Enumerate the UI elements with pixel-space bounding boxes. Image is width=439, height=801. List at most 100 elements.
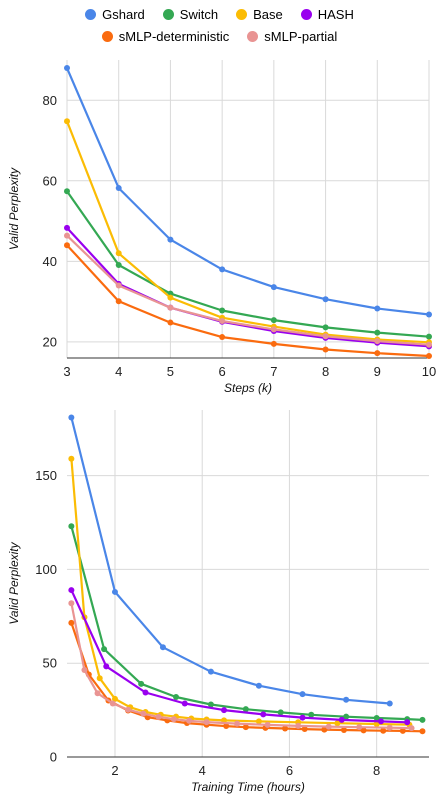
data-point-smlp-partial: [386, 724, 393, 731]
data-point-hash: [260, 711, 267, 718]
series-smlp-deterministic: [64, 242, 432, 359]
data-point-smlp-partial: [356, 724, 363, 731]
legend-dot-smlp-deterministic: [101, 30, 113, 42]
data-point-smlp-partial: [264, 721, 271, 728]
data-point-smlp-partial: [125, 706, 132, 713]
y-tick-label: 0: [50, 750, 57, 765]
data-point-base: [255, 718, 262, 725]
steps-perplexity-chart: 20 40 60 80 3 4 5 6 7 8 9 10 Steps (k) Valid Perplexi…: [7, 60, 436, 395]
data-point-smlp-partial: [170, 716, 177, 723]
legend: Gshard Switch Base HASH sMLP-determinist…: [0, 0, 439, 52]
data-point-switch: [138, 680, 145, 687]
data-point-smlp-deterministic: [223, 723, 230, 730]
legend-item-smlp-partial: sMLP-partial: [247, 29, 337, 44]
data-point-smlp-deterministic: [419, 728, 426, 735]
data-point-gshard: [111, 588, 118, 595]
legend-label-hash: HASH: [317, 6, 354, 22]
data-point-gshard: [343, 696, 350, 703]
data-point-smlp-partial: [234, 720, 241, 727]
data-point-switch: [373, 714, 380, 721]
series-line-base: [70, 458, 410, 726]
data-point-switch: [68, 523, 75, 530]
data-point-smlp-partial: [155, 713, 162, 720]
x-tick-label: 7: [270, 364, 277, 379]
legend-row-2: sMLP-deterministic sMLP-partial: [0, 25, 439, 47]
data-point-smlp-partial: [167, 304, 174, 311]
data-point-smlp-partial: [64, 232, 70, 239]
series-base: [68, 455, 413, 728]
legend-dot-gshard: [85, 8, 97, 20]
data-point-hash: [142, 689, 149, 696]
data-point-smlp-deterministic: [301, 726, 308, 733]
data-point-smlp-deterministic: [360, 727, 367, 734]
data-point-smlp-deterministic: [219, 334, 226, 341]
legend-label-switch: Switch: [179, 6, 219, 22]
data-point-smlp-deterministic: [340, 726, 347, 733]
legend-item-hash: HASH: [300, 6, 354, 22]
data-point-hash: [378, 718, 385, 725]
legend-item-gshard: Gshard: [85, 7, 145, 22]
x-tick-label: 6: [286, 763, 293, 778]
legend-dot-hash: [300, 8, 312, 20]
legend-label-gshard: Gshard: [102, 6, 145, 22]
series-line-switch: [70, 526, 423, 721]
data-point-base: [167, 294, 174, 301]
x-tick-label: 8: [373, 763, 380, 778]
data-point-smlp-partial: [270, 326, 277, 333]
series-line-gshard: [70, 417, 390, 705]
data-point-smlp-partial: [115, 282, 122, 289]
data-point-switch: [242, 706, 249, 713]
data-point-smlp-partial: [426, 341, 432, 348]
data-point-switch: [322, 324, 329, 331]
legend-label-base: Base: [253, 6, 283, 22]
data-point-switch: [270, 317, 277, 324]
data-point-smlp-deterministic: [167, 319, 174, 326]
data-point-switch: [419, 716, 426, 723]
series-line-hash: [70, 589, 408, 724]
data-point-switch: [101, 646, 108, 653]
data-point-smlp-deterministic: [68, 619, 75, 626]
data-point-smlp-deterministic: [115, 298, 122, 305]
data-point-hash: [221, 707, 228, 714]
data-point-switch: [115, 261, 122, 268]
y-tick-label: 50: [43, 656, 57, 671]
data-point-base: [111, 695, 118, 702]
data-point-gshard: [299, 691, 306, 698]
data-point-switch: [343, 713, 350, 720]
data-point-smlp-partial: [186, 717, 193, 724]
x-tick-label: 5: [167, 364, 174, 379]
data-point-smlp-partial: [322, 333, 329, 340]
data-point-hash: [338, 716, 345, 723]
legend-label-smlp-partial: sMLP-partial: [264, 28, 338, 44]
series-smlp-partial: [68, 600, 415, 732]
data-point-gshard: [386, 700, 393, 707]
data-point-switch: [64, 188, 70, 195]
data-point-smlp-partial: [68, 600, 75, 607]
y-tick-label: 40: [43, 254, 57, 269]
y-tick-label: 20: [43, 334, 57, 349]
legend-item-switch: Switch: [162, 6, 219, 22]
data-point-smlp-partial: [374, 338, 381, 345]
data-point-switch: [173, 693, 180, 700]
data-point-base: [115, 250, 122, 257]
data-point-smlp-partial: [94, 690, 101, 697]
data-point-base: [373, 720, 380, 727]
data-point-switch: [219, 307, 226, 314]
data-point-smlp-partial: [140, 710, 147, 717]
x-tick-label: 9: [374, 364, 381, 379]
series-line-base: [65, 120, 430, 344]
x-tick-label: 2: [111, 763, 118, 778]
data-point-base: [68, 455, 75, 462]
data-point-smlp-partial: [295, 722, 302, 729]
y-tick-label: 80: [43, 93, 57, 108]
data-point-gshard: [68, 414, 75, 421]
data-point-gshard: [426, 311, 432, 318]
y-tick-label: 60: [43, 173, 57, 188]
training-time-perplexity-chart: 0 50 100 150 2 4 6 8 Training Time (hours) Valid …: [7, 410, 429, 794]
y-axis-title: Valid Perplexity: [7, 541, 21, 624]
data-point-gshard: [167, 236, 174, 243]
series-line-gshard: [65, 67, 430, 316]
data-point-gshard: [219, 266, 226, 273]
series-gshard: [64, 65, 432, 318]
data-point-base: [64, 118, 70, 125]
